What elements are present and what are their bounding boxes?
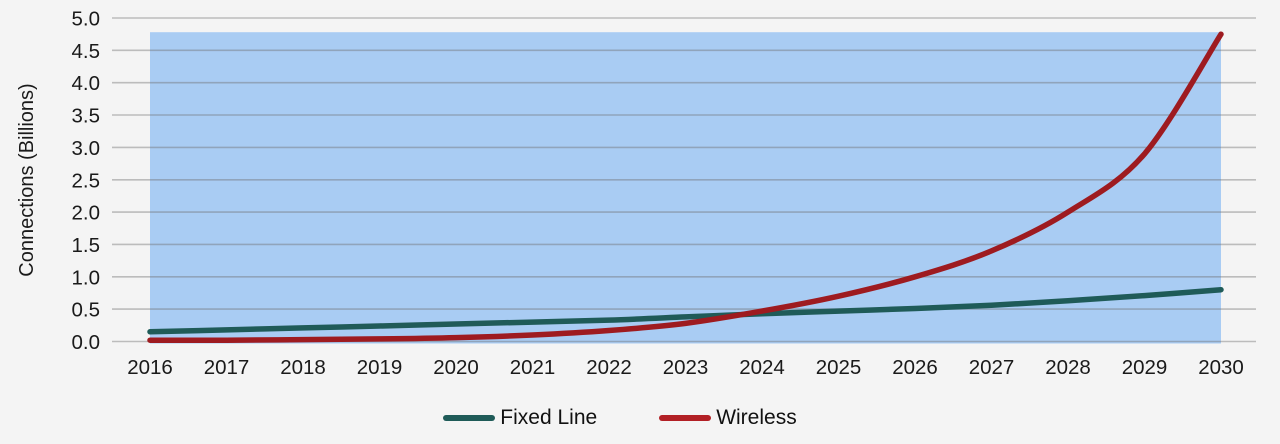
x-tick-label: 2026: [892, 356, 938, 379]
x-tick-label: 2018: [280, 356, 326, 379]
y-tick-label: 0.0: [72, 331, 101, 354]
y-axis-title: Connections (Billions): [16, 83, 38, 276]
y-tick-label: 2.5: [72, 169, 101, 192]
x-tick-label: 2019: [357, 356, 403, 379]
x-tick-label: 2028: [1045, 356, 1091, 379]
x-tick-label: 2022: [586, 356, 632, 379]
x-tick-label: 2020: [433, 356, 479, 379]
x-tick-label: 2024: [739, 356, 785, 379]
x-tick-label: 2025: [816, 356, 862, 379]
y-tick-label: 3.0: [72, 137, 101, 160]
legend-label-wireless: Wireless: [716, 406, 797, 429]
legend-label-fixed-line: Fixed Line: [500, 406, 598, 429]
x-tick-label: 2030: [1198, 356, 1244, 379]
connections-line-chart: 0.00.51.01.52.02.53.03.54.04.55.0 2016 20…: [16, 8, 1256, 379]
y-tick-label: 4.0: [72, 72, 101, 95]
legend-item-fixed-line: Fixed Line: [443, 406, 597, 430]
series-line-wireless: [147, 31, 1224, 343]
y-tick-label: 5.0: [72, 8, 101, 31]
y-tick-label: 1.5: [72, 234, 101, 257]
y-axis-tick-labels: 0.0 0.5 1.0 1.5 2.0 2.5 3.0 3.5 4.0 4.5 5.0: [72, 8, 101, 355]
x-tick-label: 2023: [663, 356, 709, 379]
x-tick-label: 2027: [969, 356, 1015, 379]
y-tick-label: 0.5: [72, 299, 101, 322]
fixed-line-swatch-icon: [443, 415, 496, 421]
x-axis-tick-labels: 2016 2017 2018 2019 2020 2021 2022 2023 2024 2025…: [127, 356, 1244, 379]
y-tick-label: 2.0: [72, 202, 101, 225]
legend-item-wireless: Wireless: [659, 406, 797, 430]
x-tick-label: 2016: [127, 356, 173, 379]
y-tick-label: 4.5: [72, 40, 101, 63]
x-tick-label: 2029: [1122, 356, 1168, 379]
y-tick-label: 1.0: [72, 266, 101, 289]
y-tick-label: 3.5: [72, 105, 101, 128]
series-line-fixed-line: [147, 286, 1224, 335]
x-tick-label: 2017: [204, 356, 250, 379]
chart-legend: Fixed Line Wireless: [0, 398, 1260, 438]
wireless-swatch-icon: [659, 415, 712, 421]
series-lines: [147, 31, 1224, 343]
gridlines: [112, 17, 1256, 343]
plot-area-band: [150, 32, 1221, 344]
x-tick-label: 2021: [510, 356, 556, 379]
